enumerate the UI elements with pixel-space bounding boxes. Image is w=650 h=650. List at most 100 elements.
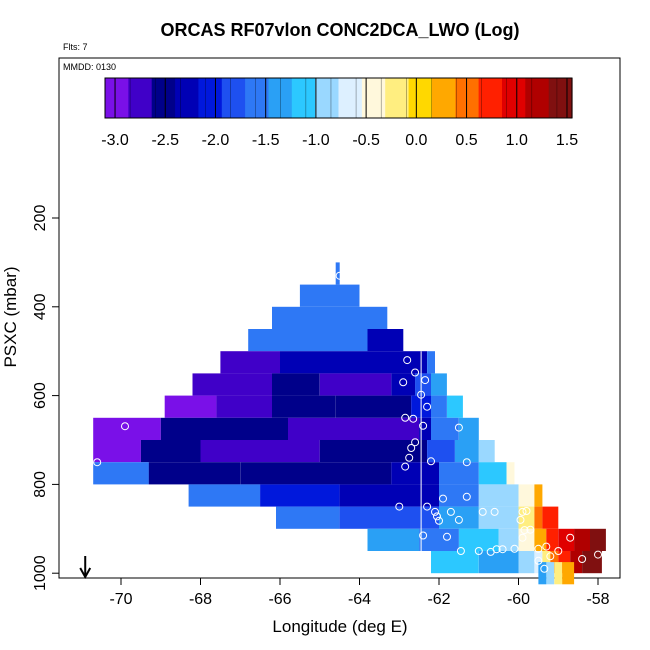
heatmap-cell	[427, 351, 435, 374]
heatmap-cell	[391, 373, 416, 396]
data-marker	[443, 532, 451, 541]
heatmap-cell	[280, 351, 352, 374]
data-marker	[423, 402, 432, 411]
heatmap-cell	[415, 373, 431, 396]
data-marker	[534, 544, 543, 553]
data-marker	[403, 356, 412, 365]
heatmap-cell	[339, 484, 439, 507]
data-marker	[419, 421, 428, 430]
data-marker	[411, 438, 420, 447]
heatmap-cell	[447, 395, 463, 418]
data-marker	[554, 547, 563, 555]
date-label: MMDD: 0130	[63, 62, 116, 72]
heatmap-cell	[506, 462, 515, 485]
heatmap-cell	[538, 562, 547, 585]
data-marker	[435, 516, 443, 525]
heatmap-cell	[276, 506, 340, 529]
colorbar-swatch	[385, 78, 410, 118]
colorbar-swatch	[502, 78, 526, 118]
data-marker	[462, 492, 471, 501]
heatmap-cell	[574, 528, 590, 551]
heatmap-cell	[542, 506, 559, 529]
heatmap-cell	[299, 284, 360, 307]
data-marker	[446, 507, 455, 516]
heatmap-cell	[558, 528, 575, 551]
heatmap-cell	[582, 551, 590, 574]
heatmap-cell	[93, 462, 149, 485]
heatmap-cell	[272, 373, 320, 396]
heatmap-cell	[546, 562, 555, 585]
heatmap-cell	[216, 395, 272, 418]
heatmap-cell	[148, 462, 241, 485]
plot-frame	[58, 57, 621, 579]
heatmap-cell	[458, 528, 499, 551]
data-marker	[456, 547, 465, 555]
x-tick-label: -60	[507, 591, 530, 608]
heatmap-cell	[478, 506, 519, 529]
data-marker	[526, 525, 535, 534]
heatmap-cell	[248, 329, 368, 352]
colorbar-swatch	[128, 78, 153, 118]
heatmap-cell	[546, 528, 559, 551]
data-marker	[518, 533, 527, 542]
data-marker	[395, 502, 404, 511]
x-axis-title: Longitude (deg E)	[272, 617, 407, 636]
data-marker	[427, 457, 435, 466]
data-marker	[335, 271, 344, 280]
heatmap-cell	[590, 528, 606, 551]
colorbar-tick-label: -0.5	[352, 132, 380, 149]
colorbar-swatch	[361, 78, 386, 118]
heatmap-cell	[518, 506, 535, 529]
y-axis: 200 400 600 800 1000	[32, 205, 59, 591]
heatmap-cell	[288, 417, 420, 440]
data-marker	[423, 502, 432, 511]
x-tick-label: -66	[268, 591, 291, 608]
heatmap-cell	[518, 551, 535, 574]
colorbar-swatch	[291, 78, 316, 118]
heatmap-cell	[570, 551, 583, 574]
data-marker	[540, 564, 549, 573]
data-marker	[439, 494, 447, 503]
heatmap-cell	[319, 373, 392, 396]
heatmap-cell	[93, 440, 141, 463]
chart-title: ORCAS RF07vlon CONC2DCA_LWO (Log)	[160, 20, 519, 40]
colorbar: -3.0 -2.5 -2.0 -1.5 -1.0 -0.5 0.0 0.5 1.0 1.5	[101, 77, 578, 149]
colorbar-tick-label: 1.0	[506, 132, 528, 149]
data-marker	[520, 526, 529, 535]
colorbar-swatch	[478, 78, 503, 118]
data-marker	[405, 453, 414, 462]
colorbar-tick-label: -2.5	[151, 132, 179, 149]
heatmap-cell	[160, 417, 288, 440]
x-tick-label: -64	[348, 591, 371, 608]
data-marker	[490, 507, 499, 516]
heatmap-cell	[454, 440, 479, 463]
data-marker	[546, 552, 555, 561]
data-marker	[498, 545, 507, 554]
data-marker	[431, 507, 439, 516]
heatmap-cell	[534, 484, 543, 507]
x-axis: -70 -68 -66 -64 -62 -60 -58	[109, 578, 610, 608]
y-tick-label: 1000	[32, 555, 49, 591]
heatmap-cells	[93, 262, 606, 585]
heatmap-cell	[192, 373, 272, 396]
heatmap-cell	[478, 551, 519, 574]
data-marker	[454, 515, 463, 524]
data-marker	[566, 533, 575, 542]
heatmap-cell	[272, 395, 336, 418]
heatmap-cell	[260, 484, 340, 507]
heatmap-cell	[439, 506, 479, 529]
heatmap-cell	[431, 395, 447, 418]
x-tick-label: -62	[427, 591, 450, 608]
colorbar-swatch	[151, 78, 176, 118]
heatmap-cell	[200, 440, 320, 463]
heatmap-cell	[431, 551, 479, 574]
heatmap-cell	[478, 462, 507, 485]
colorbar-swatch	[221, 78, 246, 118]
heatmap-cell	[335, 262, 340, 285]
data-marker	[534, 556, 543, 565]
heatmap-cell	[554, 562, 563, 585]
colorbar-swatch	[175, 78, 199, 118]
heatmap-cell	[478, 484, 519, 507]
data-marker	[462, 458, 471, 467]
